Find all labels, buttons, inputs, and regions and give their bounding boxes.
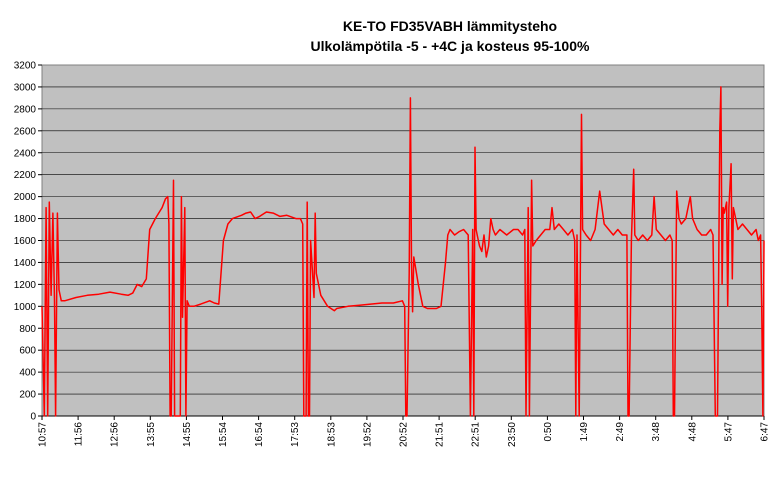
y-tick-label: 400	[19, 368, 36, 379]
gridlines	[42, 86, 764, 395]
x-tick-label: 14:55	[182, 422, 193, 447]
y-tick-label: 800	[19, 324, 36, 335]
x-tick-label: 6:47	[760, 422, 771, 442]
y-tick-label: 2800	[14, 104, 37, 115]
y-tick-label: 2400	[14, 148, 37, 159]
x-tick-label: 3:48	[651, 422, 662, 442]
y-tick-label: 0	[30, 412, 36, 423]
x-tick-label: 13:55	[146, 422, 157, 447]
x-tick-label: 12:56	[110, 422, 121, 447]
x-tick-label: 23:50	[507, 422, 518, 447]
y-tick-label: 3000	[14, 82, 37, 93]
y-tick-label: 2600	[14, 126, 37, 137]
x-tick-label: 15:54	[218, 422, 229, 447]
y-tick-label: 1600	[14, 236, 37, 247]
x-tick-label: 18:53	[326, 422, 337, 447]
x-tick-label: 16:54	[254, 422, 265, 447]
x-tick-label: 4:48	[687, 422, 698, 442]
y-tick-label: 3200	[14, 61, 37, 72]
series-line	[41, 86, 765, 417]
y-tick-label: 2000	[14, 192, 37, 203]
x-tick-label: 17:53	[290, 422, 301, 447]
y-tick-label: 2200	[14, 170, 37, 181]
y-tick-label: 1400	[14, 258, 37, 269]
y-tick-label: 1200	[14, 280, 37, 291]
x-tick-label: 21:51	[435, 422, 446, 447]
x-tick-label: 2:49	[615, 422, 626, 442]
x-tick-label: 5:47	[723, 422, 734, 442]
x-tick-label: 19:52	[362, 422, 373, 447]
x-tick-label: 0:50	[543, 422, 554, 442]
y-tick-label: 1800	[14, 214, 37, 225]
chart-title-line-1: KE-TO FD35VABH lämmitysteho	[342, 18, 558, 34]
y-tick-label: 1000	[14, 302, 37, 313]
chart-title-line-2: Ulkolämpötila -5 - +4C ja kosteus 95-100…	[310, 38, 590, 54]
y-tick-label: 200	[19, 390, 36, 401]
x-axis: 10:57 11:56 12:56 13:55 14:55 15:54 16:54 17:53…	[38, 415, 771, 447]
x-tick-label: 1:49	[579, 422, 590, 442]
x-tick-label: 20:52	[399, 422, 410, 447]
x-tick-label: 11:56	[74, 422, 85, 447]
x-tick-label: 22:51	[471, 422, 482, 447]
chart-title: KE-TO FD35VABH lämmitysteho Ulkolämpötil…	[270, 16, 630, 56]
y-axis: 0 200 400 600 800 1000 1200 1400 1600 1800 2000 220…	[14, 61, 42, 423]
y-tick-label: 600	[19, 346, 36, 357]
x-tick-label: 10:57	[38, 422, 49, 447]
